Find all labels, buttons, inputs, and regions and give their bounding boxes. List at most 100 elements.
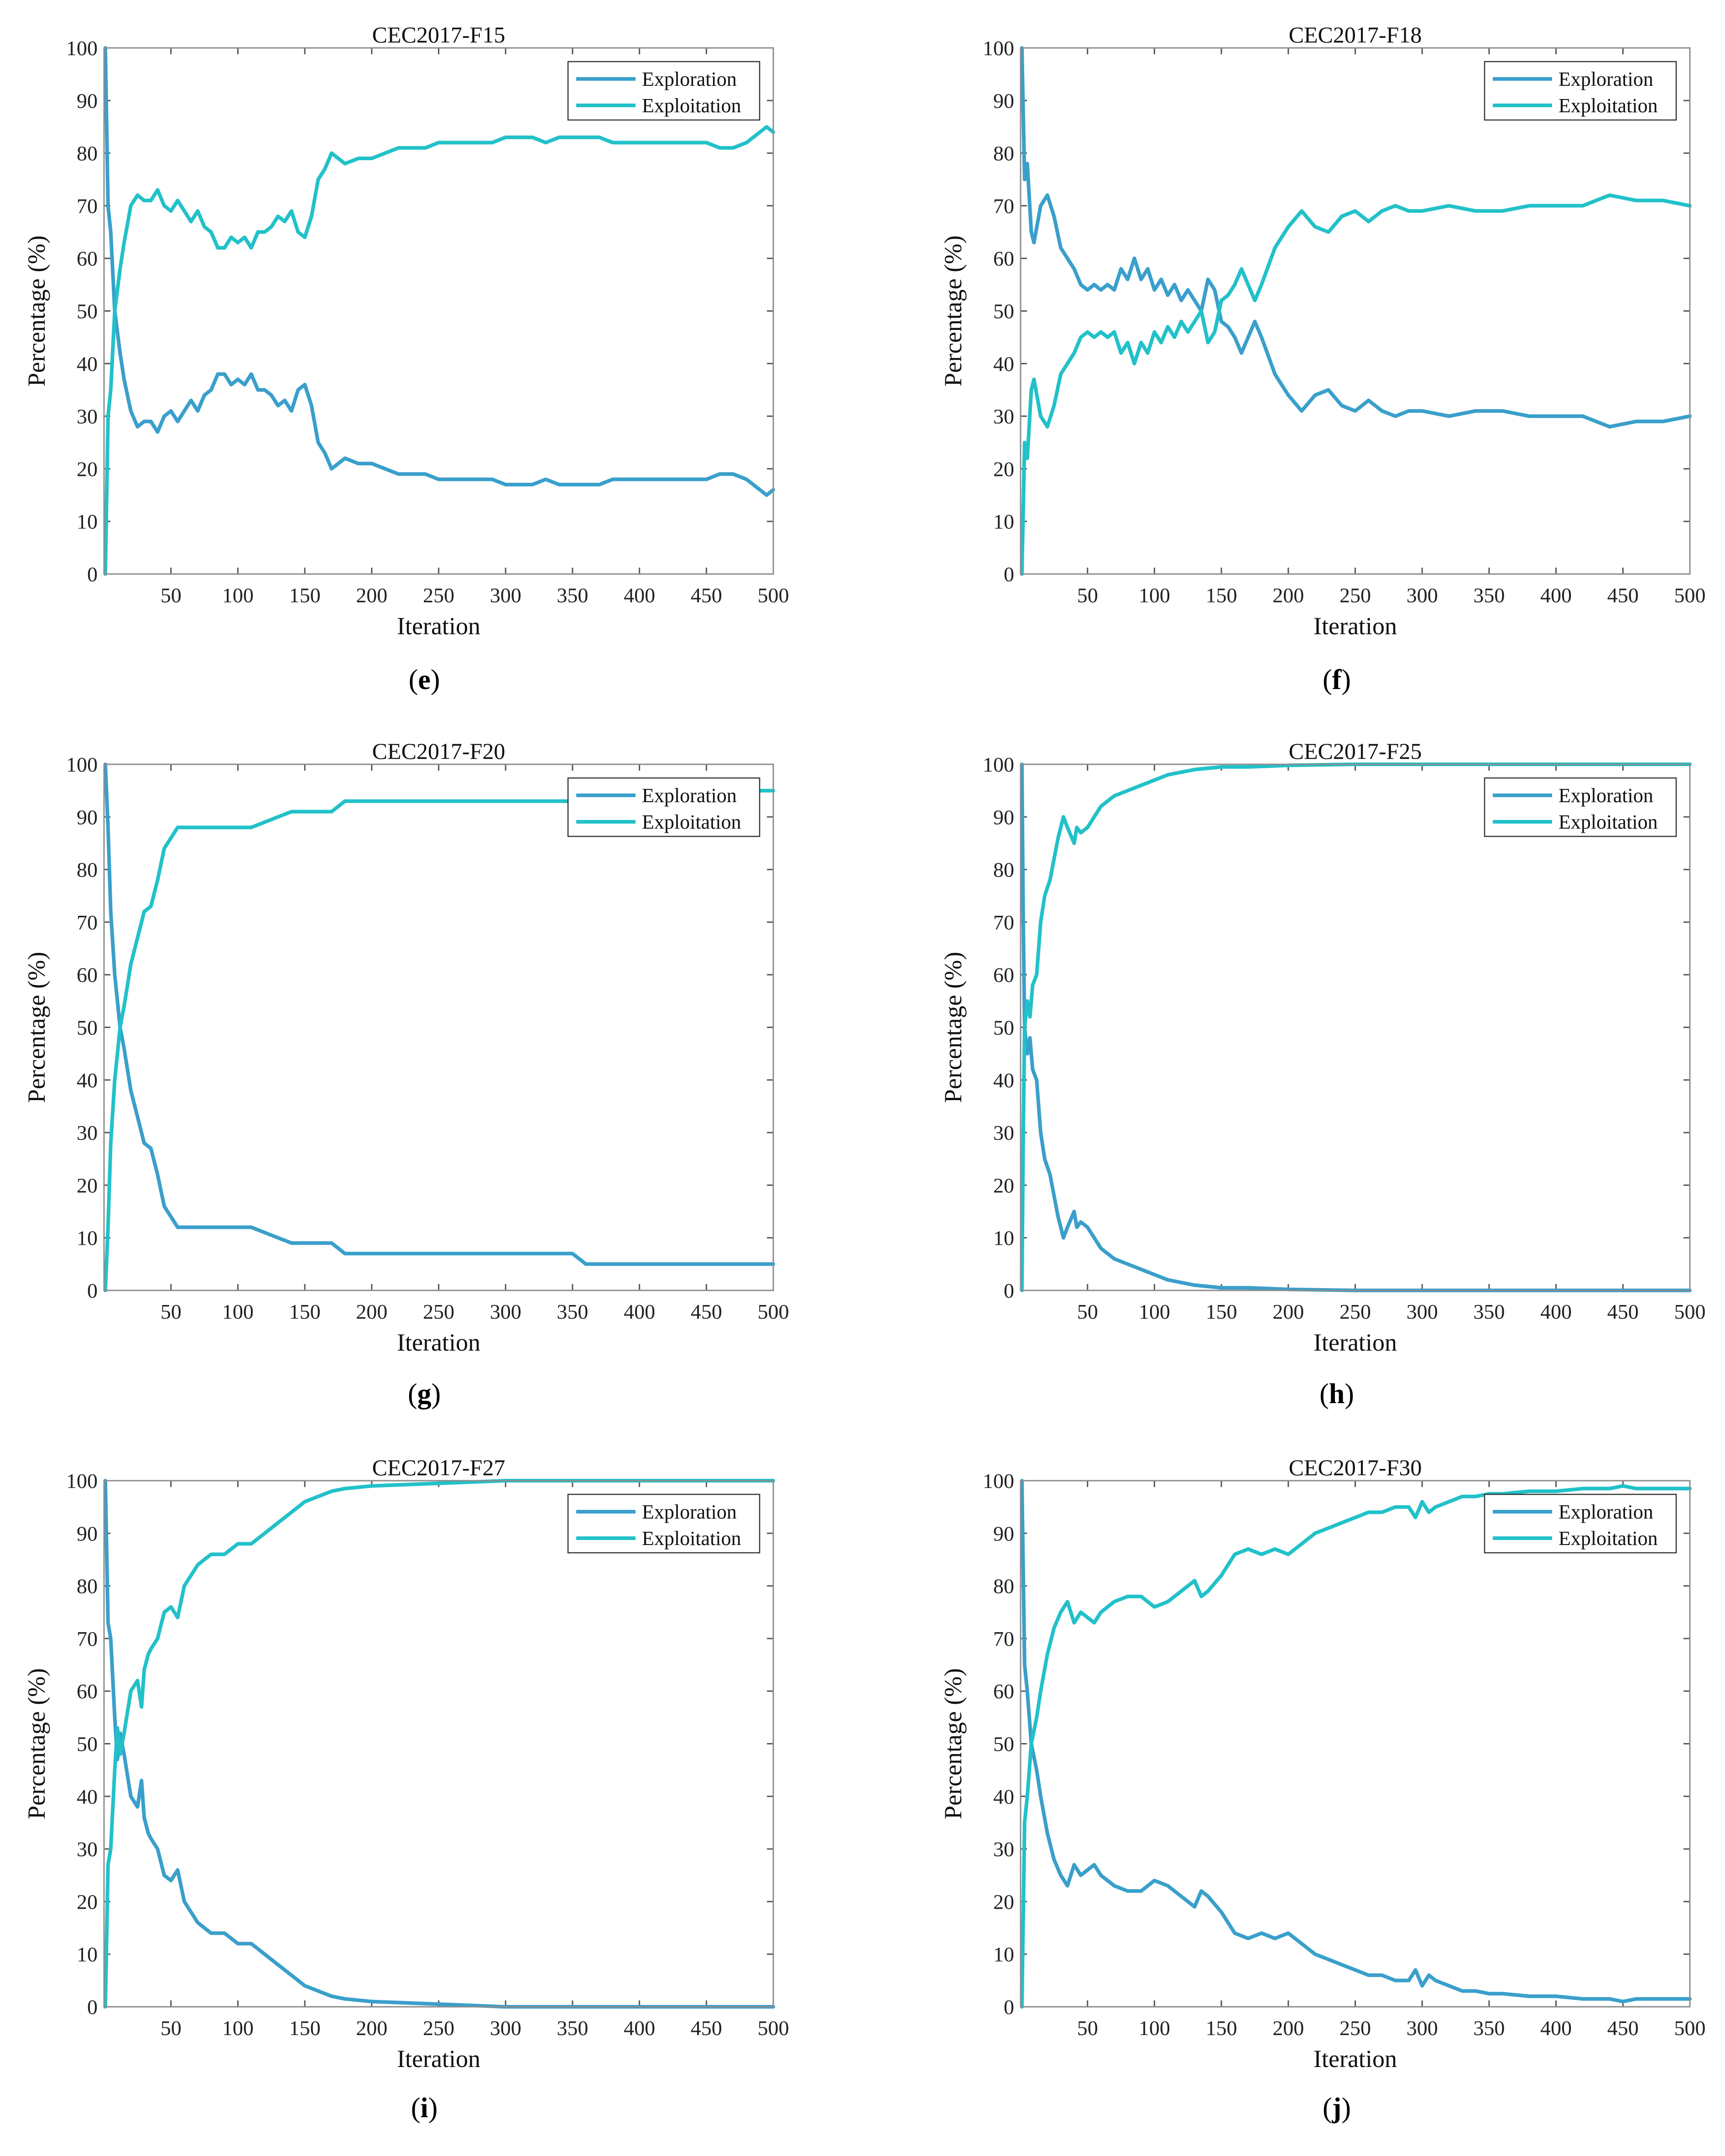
legend-label-exploitation: Exploitation [642, 811, 741, 833]
y-tick-label: 60 [993, 247, 1014, 270]
y-tick-label: 100 [66, 37, 98, 60]
x-tick-label: 350 [557, 584, 588, 607]
y-tick-label: 80 [77, 142, 98, 165]
x-tick-label: 400 [1540, 584, 1572, 607]
x-tick-label: 50 [1077, 2016, 1098, 2040]
x-tick-label: 300 [1407, 1300, 1438, 1323]
x-tick-label: 100 [1139, 584, 1170, 607]
chart-f: CEC2017-F18 0 10 20 30 40 50 60 70 80 90 100 50 100 15… [939, 22, 1706, 640]
series-line-exploitation [1020, 1484, 1692, 2009]
x-tick-label: 150 [289, 1300, 321, 1323]
y-tick-label: 70 [993, 1627, 1014, 1650]
x-tick-label: 400 [1540, 2016, 1572, 2040]
plot-area-frame [103, 47, 774, 575]
legend-label-exploration: Exploration [1558, 68, 1653, 90]
x-axis-label: Iteration [397, 2045, 480, 2072]
series-line-exploration [1020, 1479, 1692, 2004]
y-axis-label: Percentage (%) [23, 952, 50, 1103]
legend-label-exploration: Exploration [642, 1501, 737, 1523]
y-tick-label: 10 [993, 1227, 1014, 1250]
legend-label-exploitation: Exploitation [1558, 811, 1658, 833]
legend-box [567, 61, 761, 121]
chart-title: CEC2017-F20 [372, 738, 506, 764]
x-tick-label: 350 [1473, 2016, 1505, 2040]
x-tick-label: 400 [624, 2016, 655, 2040]
legend: Exploration Exploitation [567, 777, 761, 837]
x-tick-label: 500 [758, 1300, 789, 1323]
chart-j: CEC2017-F30 0 10 20 30 40 50 60 70 80 90 100 50 100 15… [939, 1455, 1706, 2072]
chart-title: CEC2017-F30 [1289, 1455, 1422, 1480]
y-tick-label: 20 [77, 1890, 98, 1913]
y-tick-label: 100 [66, 1469, 98, 1493]
y-tick-label: 100 [66, 753, 98, 776]
plot-area-frame [103, 1480, 774, 2008]
x-tick-label: 400 [1540, 1300, 1572, 1323]
x-tick-label: 350 [1473, 584, 1505, 607]
y-tick-label: 80 [77, 858, 98, 882]
legend-box [567, 1493, 761, 1554]
x-tick-label: 200 [356, 584, 387, 607]
x-tick-label: 150 [289, 2016, 321, 2040]
y-tick-label: 60 [77, 963, 98, 987]
x-tick-label: 500 [1674, 1300, 1706, 1323]
y-tick-label: 60 [77, 247, 98, 270]
x-tick-label: 50 [1077, 584, 1098, 607]
legend-label-exploration: Exploration [642, 784, 737, 807]
x-tick-label: 250 [423, 584, 454, 607]
x-tick-label: 350 [557, 2016, 588, 2040]
x-axis-label: Iteration [1313, 1329, 1397, 1356]
y-tick-label: 80 [993, 142, 1014, 165]
x-tick-label: 200 [1272, 1300, 1304, 1323]
y-tick-label: 90 [77, 89, 98, 112]
chart-h: CEC2017-F25 0 10 20 30 40 50 60 70 80 90 100 50 100 15… [939, 738, 1706, 1356]
y-tick-label: 80 [993, 858, 1014, 882]
x-tick-label: 350 [1473, 1300, 1505, 1323]
legend: Exploration Exploitation [1484, 61, 1677, 121]
series-line-exploitation [1020, 762, 1692, 1292]
x-tick-label: 200 [1272, 584, 1304, 607]
series-line-exploration [1020, 762, 1692, 1292]
series-line-exploration [103, 762, 775, 1266]
x-tick-label: 250 [423, 1300, 454, 1323]
legend-label-exploration: Exploration [642, 68, 737, 90]
x-tick-label: 150 [1206, 2016, 1237, 2040]
y-tick-label: 0 [87, 1279, 98, 1302]
y-tick-label: 80 [993, 1575, 1014, 1598]
legend-box [567, 777, 761, 837]
x-tick-label: 400 [624, 584, 655, 607]
x-tick-label: 300 [1407, 2016, 1438, 2040]
y-tick-label: 0 [1004, 1279, 1014, 1302]
x-tick-label: 150 [1206, 584, 1237, 607]
y-tick-label: 30 [77, 405, 98, 428]
y-tick-label: 70 [77, 911, 98, 934]
x-tick-label: 500 [758, 2016, 789, 2040]
chart-g: CEC2017-F20 0 10 20 30 40 50 60 70 80 90 100 50 100 15… [23, 738, 789, 1356]
x-tick-label: 100 [222, 2016, 254, 2040]
y-tick-label: 20 [993, 1890, 1014, 1913]
legend: Exploration Exploitation [567, 61, 761, 121]
x-tick-label: 200 [1272, 2016, 1304, 2040]
x-tick-label: 450 [691, 584, 722, 607]
y-tick-label: 20 [77, 457, 98, 480]
y-tick-label: 40 [993, 352, 1014, 376]
y-tick-label: 50 [77, 1016, 98, 1039]
series-line-exploitation [103, 1479, 775, 2009]
y-tick-label: 60 [993, 963, 1014, 987]
x-tick-label: 400 [624, 1300, 655, 1323]
plot-area-frame [103, 763, 774, 1291]
y-tick-label: 40 [77, 1069, 98, 1092]
legend: Exploration Exploitation [1484, 777, 1677, 837]
y-tick-label: 40 [77, 352, 98, 376]
y-tick-label: 0 [1004, 563, 1014, 586]
y-tick-label: 50 [993, 1733, 1014, 1756]
y-tick-label: 30 [77, 1121, 98, 1144]
panel-label-j: (j) [1323, 2093, 1351, 2124]
x-tick-label: 450 [691, 1300, 722, 1323]
y-tick-label: 50 [993, 1016, 1014, 1039]
panel-label-h: (h) [1319, 1378, 1354, 1409]
x-tick-label: 200 [356, 1300, 387, 1323]
x-tick-label: 100 [222, 1300, 254, 1323]
legend-label-exploration: Exploration [1558, 1501, 1653, 1523]
y-tick-label: 100 [983, 753, 1014, 776]
y-tick-label: 20 [993, 1174, 1014, 1197]
